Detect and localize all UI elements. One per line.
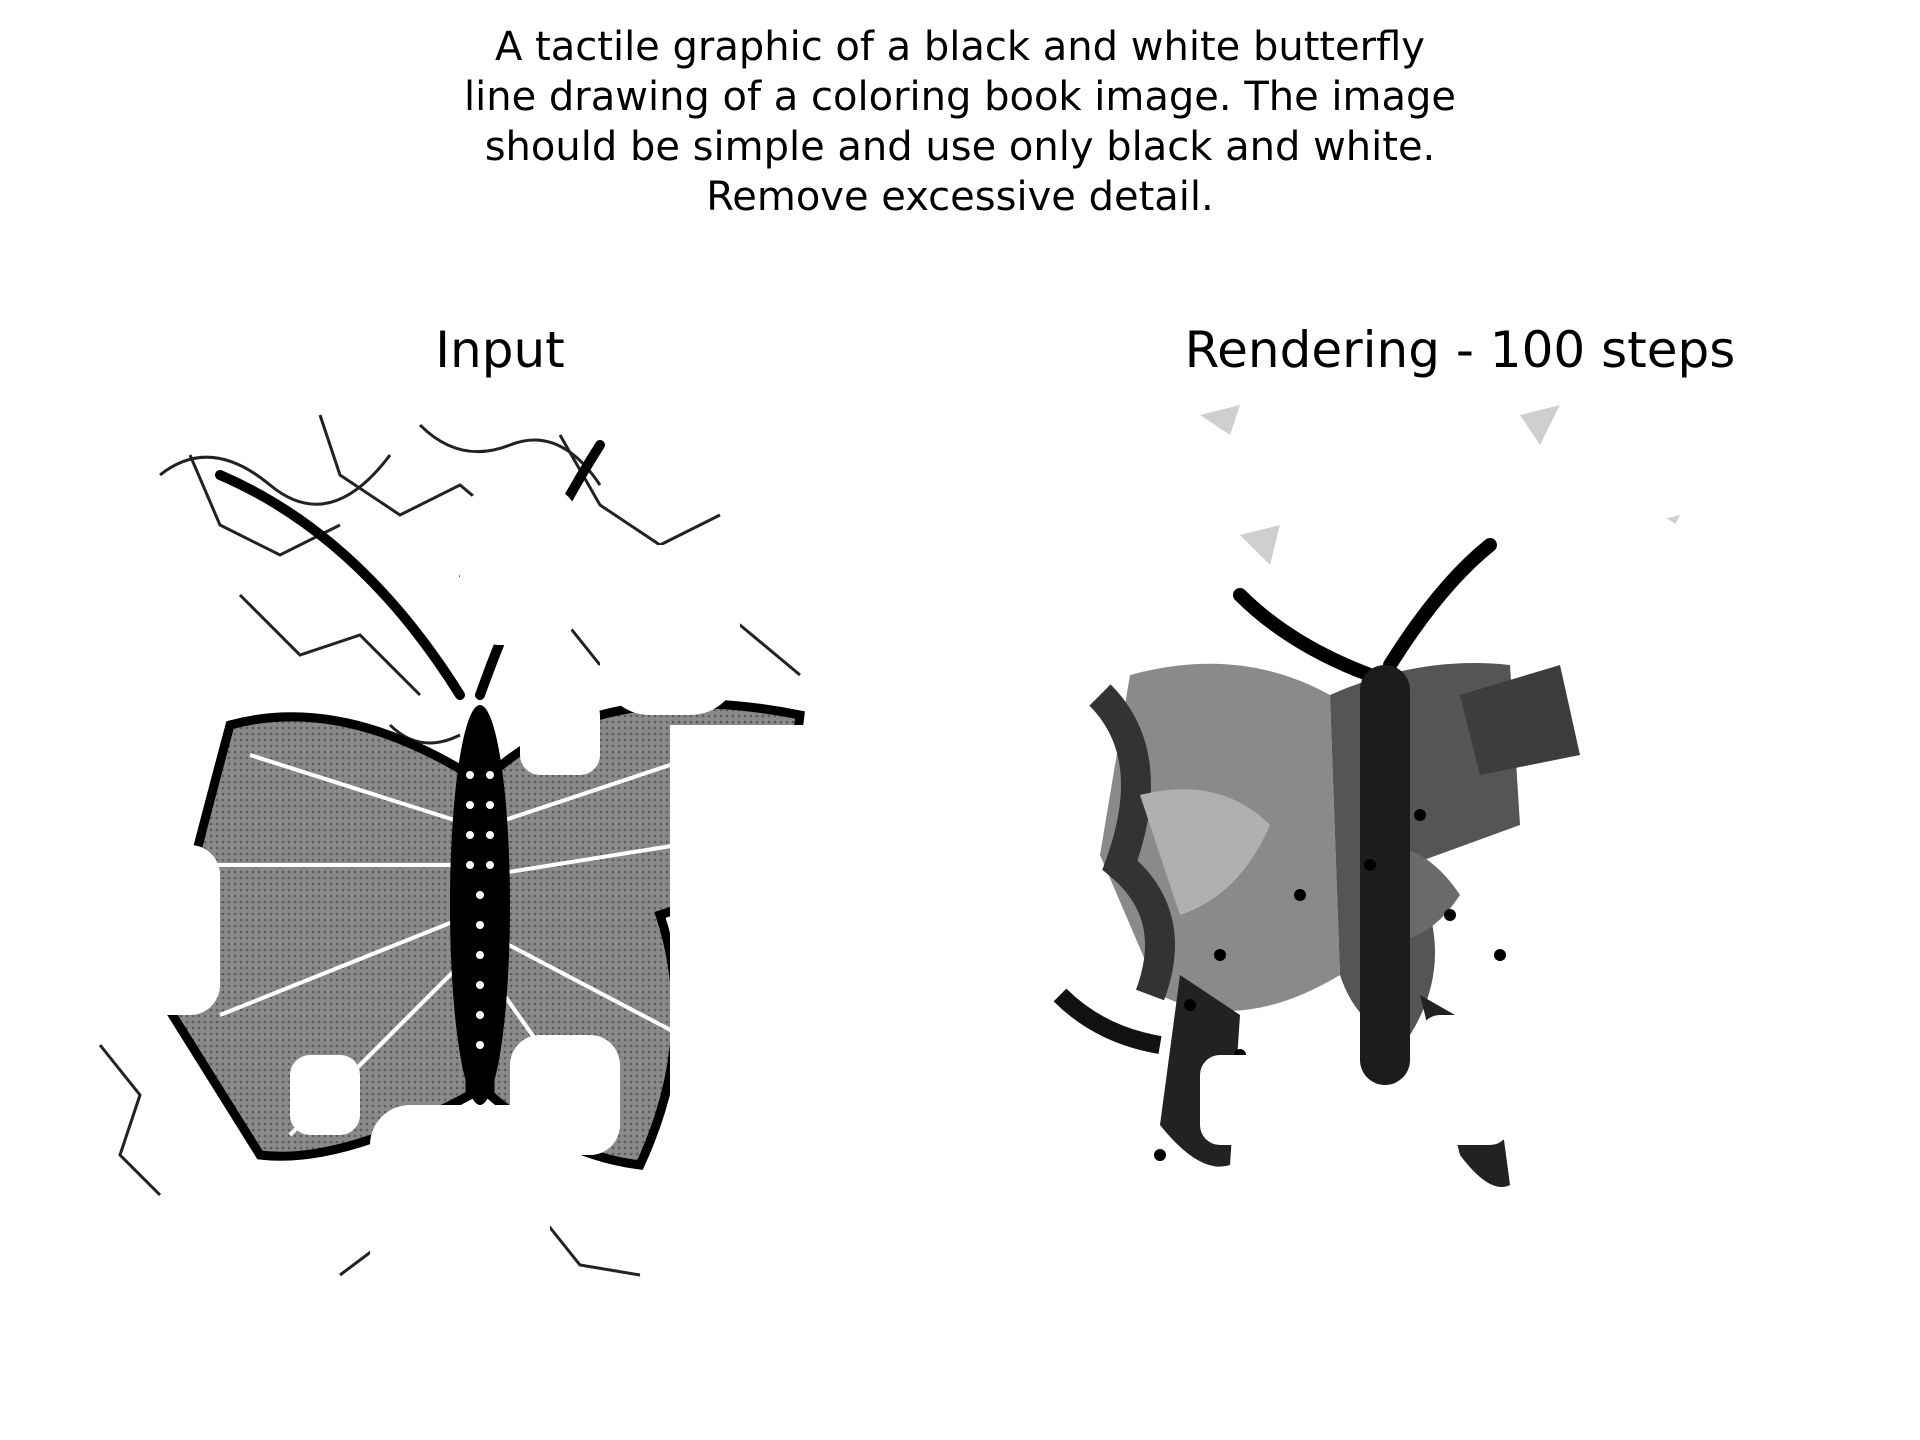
figure-caption: A tactile graphic of a black and white b…: [360, 22, 1560, 222]
rendering-panel-title: Rendering - 100 steps: [1184, 321, 1736, 379]
antenna-left: [1233, 588, 1377, 682]
caption-line: A tactile graphic of a black and white b…: [495, 24, 1425, 70]
input-image: [40, 395, 960, 1310]
antenna-left: [215, 470, 465, 700]
rendered-body: [1360, 665, 1410, 1085]
caption-line: line drawing of a coloring book image. T…: [463, 74, 1457, 120]
mask-cutouts: [40, 395, 960, 1310]
caption-line: Remove excessive detail.: [706, 174, 1214, 220]
butterfly-body: [450, 705, 510, 1105]
antenna-right: [1383, 538, 1497, 672]
gray-blobs: [1053, 663, 1580, 1187]
white-mask-cutouts: [1200, 515, 1690, 1145]
rendering-image: [1053, 405, 1690, 1187]
input-panel-title: Input: [435, 321, 565, 379]
caption-line: should be simple and use only black and …: [484, 124, 1436, 170]
body-dots: [466, 771, 494, 1049]
